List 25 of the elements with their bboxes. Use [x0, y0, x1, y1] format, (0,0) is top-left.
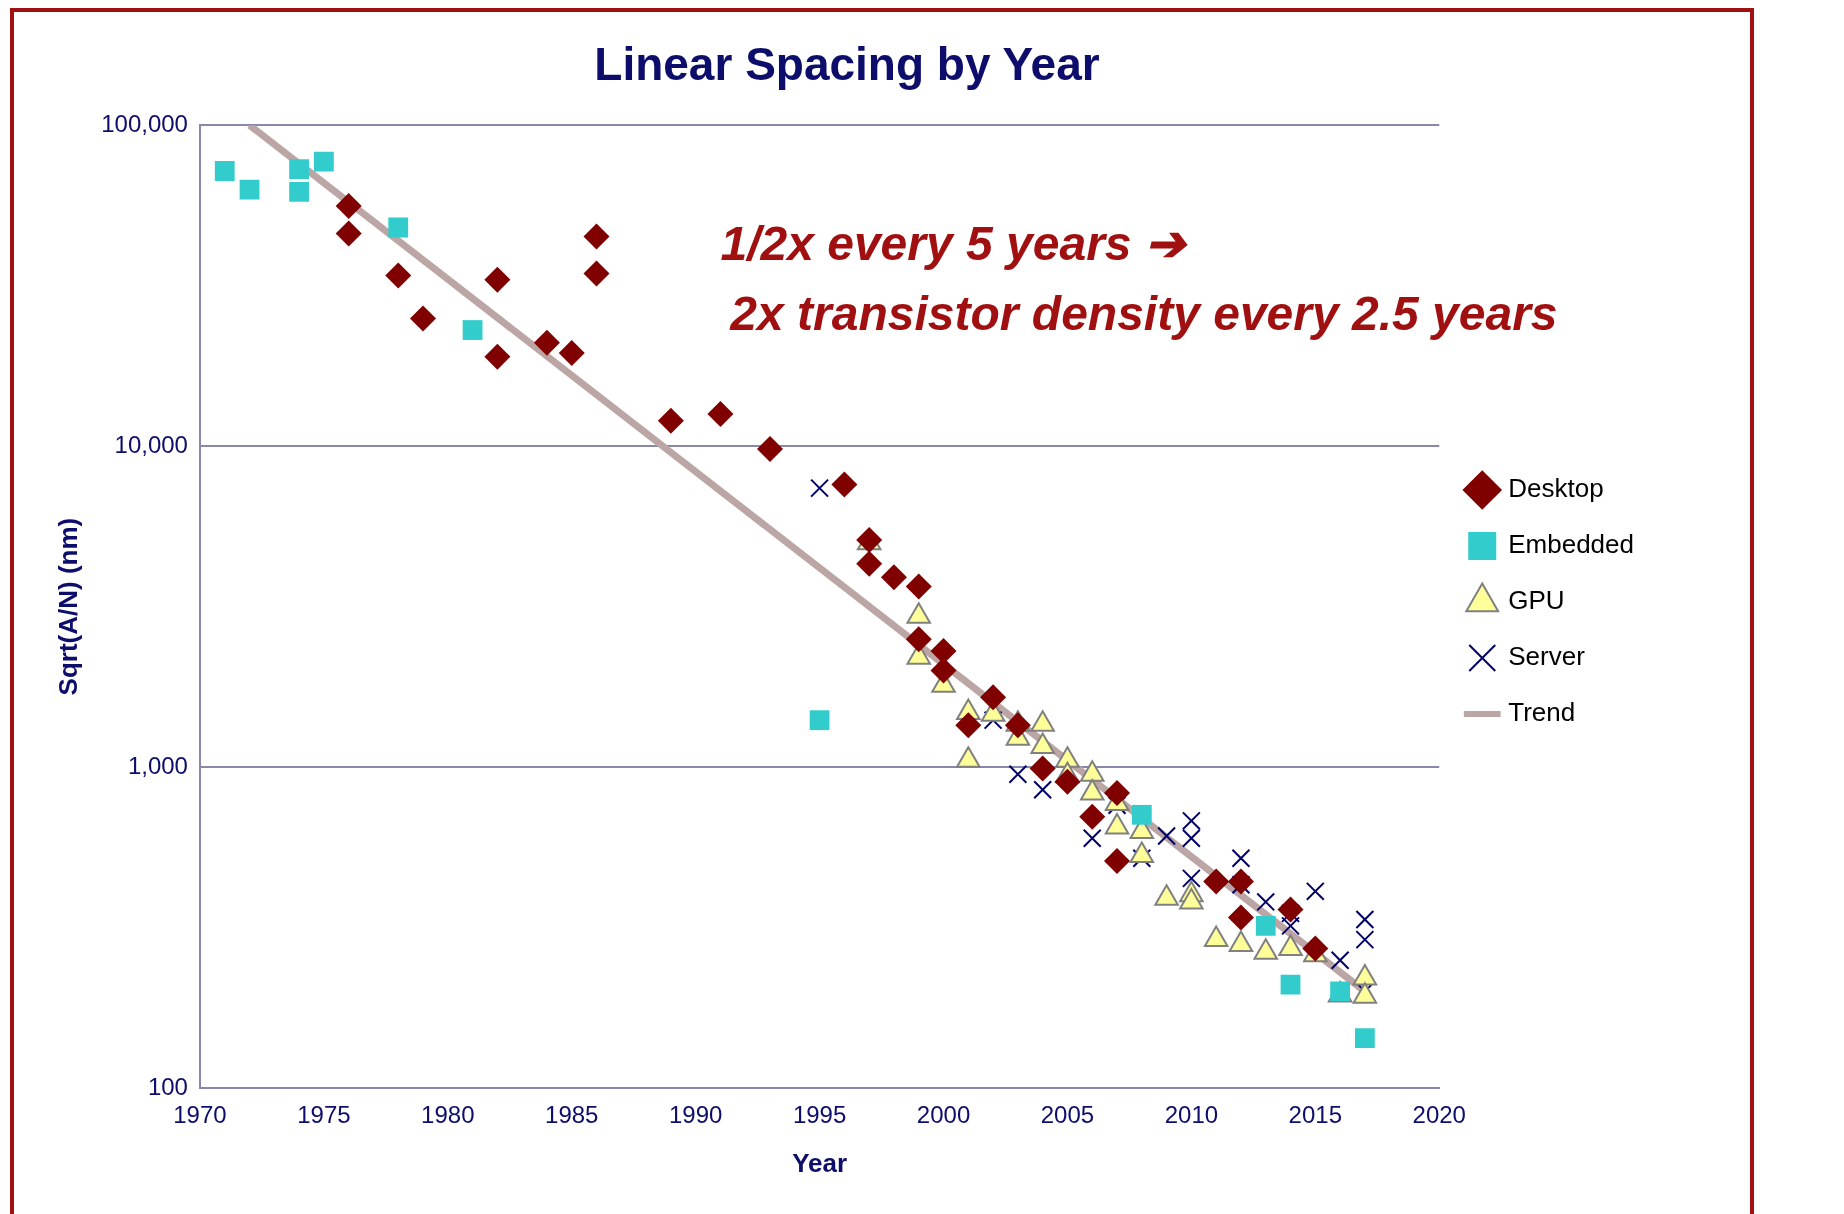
- x-tick-label: 2010: [1164, 1101, 1219, 1129]
- y-tick-label: 10,000: [114, 430, 188, 458]
- x-tick-label: 2000: [916, 1101, 971, 1129]
- x-axis-title: Year: [792, 1147, 848, 1178]
- chart-title: Linear Spacing by Year: [594, 38, 1100, 91]
- x-tick-label: 1995: [792, 1101, 847, 1129]
- x-tick-label: 1980: [421, 1101, 475, 1129]
- x-tick-label: 1990: [668, 1101, 723, 1129]
- x-tick-label: 2015: [1288, 1101, 1343, 1129]
- y-tick-label: 100,000: [101, 109, 188, 137]
- y-tick-label: 100: [147, 1072, 188, 1100]
- legend-label: Desktop: [1508, 473, 1604, 504]
- legend-label: Trend: [1508, 697, 1576, 728]
- annotation: 1/2x every 5 years ➔: [720, 217, 1188, 271]
- x-tick-label: 1985: [545, 1101, 599, 1129]
- y-tick-label: 1,000: [127, 751, 188, 779]
- y-axis-title: Sqrt(A/N) (nm): [52, 517, 83, 696]
- legend-label: GPU: [1508, 585, 1565, 616]
- x-tick-label: 2020: [1412, 1101, 1466, 1129]
- x-tick-label: 1970: [173, 1101, 227, 1129]
- legend-label: Server: [1508, 641, 1586, 672]
- x-tick-label: 1975: [297, 1101, 351, 1129]
- x-tick-label: 2005: [1040, 1101, 1095, 1129]
- annotation: 2x transistor density every 2.5 years: [729, 287, 1558, 341]
- legend-label: Embedded: [1508, 529, 1635, 560]
